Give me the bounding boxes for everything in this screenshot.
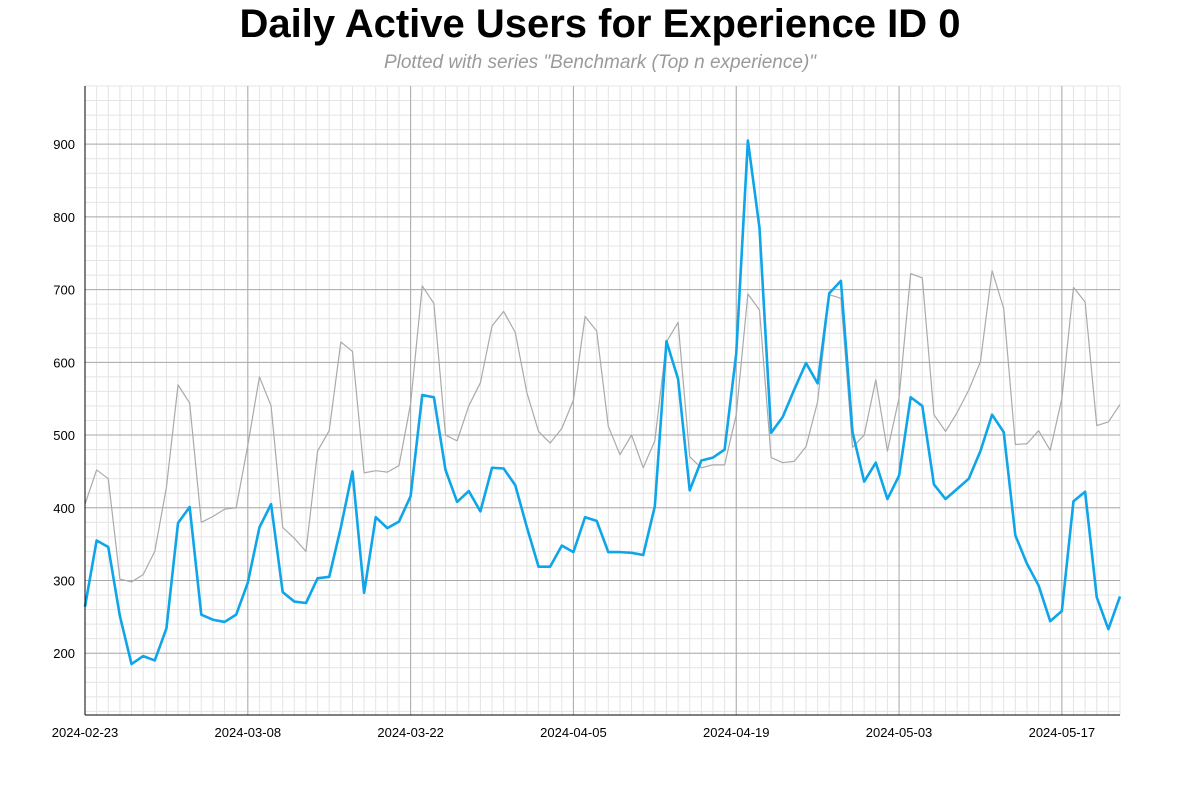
x-tick-label: 2024-04-19 bbox=[703, 725, 770, 740]
minor-gridlines bbox=[84, 85, 1121, 715]
y-tick-label: 400 bbox=[53, 501, 75, 516]
major-gridlines bbox=[84, 86, 1120, 715]
x-tick-label: 2024-03-22 bbox=[377, 725, 444, 740]
x-tick-label: 2024-05-17 bbox=[1029, 725, 1096, 740]
y-tick-label: 800 bbox=[53, 210, 75, 225]
axes bbox=[84, 86, 1120, 716]
y-tick-label: 600 bbox=[53, 355, 75, 370]
y-tick-label: 300 bbox=[53, 573, 75, 588]
x-tick-label: 2024-04-05 bbox=[540, 725, 607, 740]
tick-labels: 2024-02-23 2024-03-08 2024-03-22 2024-04-05… bbox=[52, 137, 1095, 740]
x-tick-label: 2024-03-08 bbox=[215, 725, 282, 740]
chart-title: Daily Active Users for Experience ID 0 bbox=[239, 2, 961, 46]
chart-subtitle: Plotted with series "Benchmark (Top n ex… bbox=[383, 52, 817, 73]
y-tick-label: 500 bbox=[53, 428, 75, 443]
x-tick-label: 2024-02-23 bbox=[52, 725, 119, 740]
y-tick-label: 900 bbox=[53, 137, 75, 152]
x-tick-label: 2024-05-03 bbox=[866, 725, 933, 740]
benchmark-series-line bbox=[84, 270, 1121, 583]
y-tick-label: 200 bbox=[53, 646, 75, 661]
series-layer bbox=[83, 139, 1122, 666]
main-series-line bbox=[83, 139, 1122, 666]
y-tick-label: 700 bbox=[53, 283, 75, 298]
